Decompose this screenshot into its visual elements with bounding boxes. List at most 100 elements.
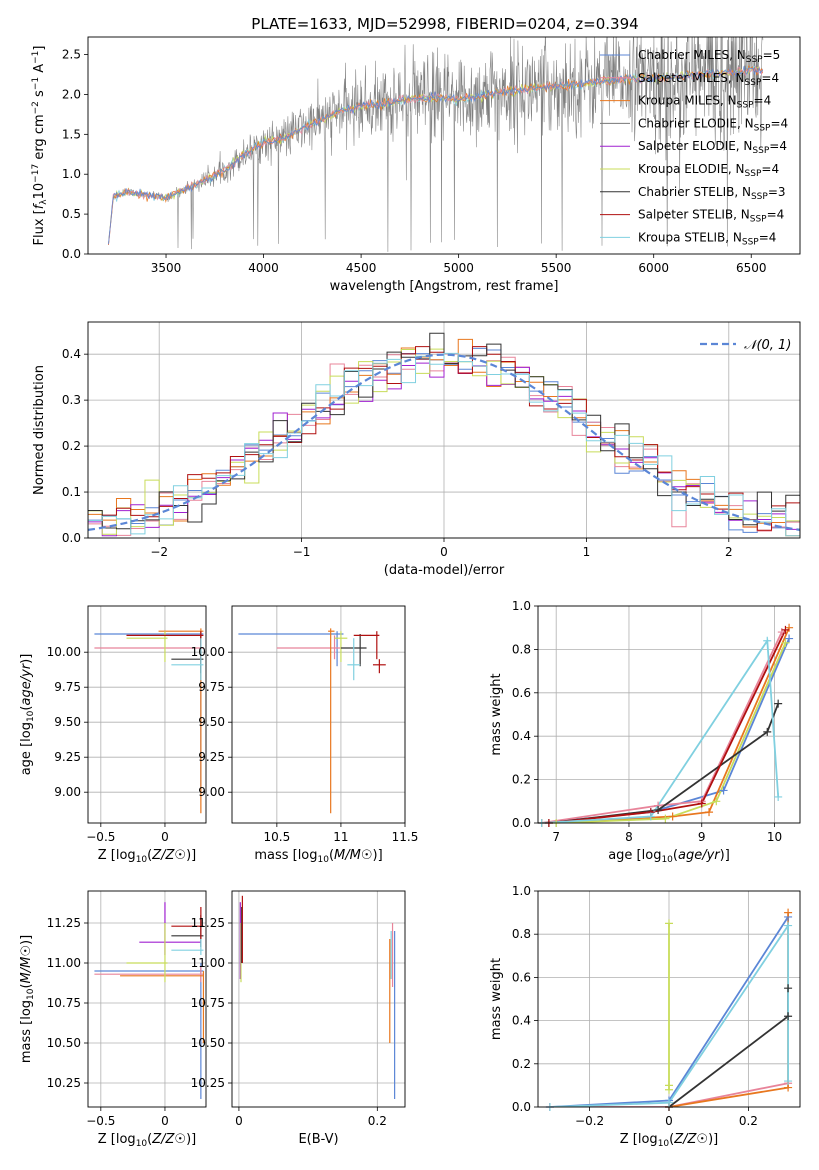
massweight-marker — [784, 1077, 793, 1086]
legend-label-part: =4 — [770, 116, 788, 130]
mass_vs_ebv-xtick-label: 0 — [235, 1114, 243, 1128]
age_vs_Z-xtick-label: 0 — [161, 830, 169, 844]
spectrum-ytick-label: 0.5 — [62, 207, 81, 221]
label-part: f — [32, 202, 47, 209]
legend-label-part: SSP — [754, 123, 771, 133]
label-part: Flux [ — [32, 209, 47, 245]
label-part: )] — [186, 1132, 196, 1147]
age_vs_Z-ylabel: age [log10(age/yr)] — [19, 654, 36, 776]
mass_vs_ebv-plot-area — [239, 895, 396, 1099]
massweight-line — [556, 642, 787, 823]
massweight_vs_age-ytick-label: 0.8 — [512, 642, 531, 656]
label-part: s — [32, 90, 47, 101]
massweight_vs_age-xlabel: age [log10(age/yr)] — [608, 848, 730, 865]
residuals-ytick-label: 0.2 — [62, 439, 81, 453]
legend-label-part: Kroupa MILES, N — [638, 94, 737, 108]
label-part: Z [log — [98, 848, 136, 863]
label-part: −2 — [31, 101, 41, 114]
label-part: λ — [39, 199, 49, 205]
age_vs_mass-xlabel: mass [log10(M/M☉)] — [254, 848, 382, 865]
massweight_vs_Z-ytick-label: 0.0 — [512, 1100, 531, 1114]
massweight_vs_Z-xlabel: Z [log10(Z/Z☉)] — [620, 1132, 718, 1149]
massweight-marker — [784, 984, 793, 993]
massweight_vs_Z-plot-area — [549, 912, 789, 1107]
age_vs_Z-xtick-label: −0.5 — [86, 830, 115, 844]
label-part: ( — [147, 1132, 152, 1147]
massweight_vs_age-xtick-label: 9 — [698, 830, 706, 844]
mass_vs_Z-frame — [87, 890, 207, 1108]
legend-label-part: Kroupa STELIB, N — [638, 230, 742, 244]
massweight_vs_Z-axes: −0.2 0 0.2 0.0 0.2 0.4 0.6 0.8 1.0 mass weight Z [… — [489, 884, 801, 1149]
legend-label-part: SSP — [745, 169, 762, 179]
mass_vs_Z-ylabel: mass [log10(M/M☉)] — [19, 935, 36, 1063]
massweight_vs_Z-ylabel: mass weight — [489, 958, 504, 1040]
label-part: ] — [32, 46, 47, 51]
label-part: mass [log — [254, 848, 317, 863]
massweight_vs_Z-xtick-label: −0.2 — [575, 1114, 604, 1128]
spectrum-frame — [87, 36, 801, 255]
massweight_vs_age-ytick-label: 0.0 — [512, 816, 531, 830]
mass_vs_ebv-xtick-label: 0.2 — [368, 1114, 387, 1128]
spectrum-ytick-label: 2.5 — [62, 48, 81, 62]
massweight-line — [549, 1082, 789, 1107]
legend-label: Chabrier MILES, NSSP=5 — [638, 48, 780, 65]
massweight-marker — [665, 1081, 673, 1090]
label-part: M/M☉ — [19, 945, 34, 983]
massweight_vs_age-ytick-label: 0.6 — [512, 686, 531, 700]
spectrum-ylabel: Flux [fλ10−17 erg cm−2 s−1 A−1] — [31, 46, 49, 246]
legend-label: Kroupa MILES, NSSP=4 — [638, 94, 771, 111]
residuals-xlabel: (data-model)/error — [384, 563, 505, 578]
massweight_vs_age-ytick-label: 1.0 — [512, 599, 531, 613]
residuals-ytick-label: 0.4 — [62, 347, 81, 361]
legend-label-part: =4 — [761, 71, 779, 85]
label-part: ( — [147, 848, 152, 863]
mass_vs_Z-xtick-label: 0 — [161, 1114, 169, 1128]
legend-label-part: Kroupa ELODIE, N — [638, 162, 745, 176]
massweight_vs_age-ytick-label: 0.2 — [512, 773, 531, 787]
legend-label-part: SSP — [746, 55, 763, 65]
massweight_vs_Z-xtick-label: 0.2 — [739, 1114, 758, 1128]
legend-label: Kroupa STELIB, NSSP=4 — [638, 230, 776, 247]
legend-label-part: SSP — [751, 192, 768, 202]
spectrum-xtick-label: 5500 — [541, 261, 572, 275]
residuals-xtick-label: 2 — [725, 545, 733, 559]
massweight-marker — [784, 1012, 793, 1021]
spectrum-ytick-label: 2.0 — [62, 87, 81, 101]
legend-label: 𝒩(0, 1) — [744, 338, 791, 353]
legend-label-part: SSP — [742, 237, 759, 247]
massweight-line — [541, 637, 780, 823]
massweight-marker — [774, 792, 783, 801]
label-part: −17 — [31, 164, 41, 183]
legend-label-part: Salpeter MILES, N — [638, 71, 745, 85]
age_vs_mass-axes: 10.5 11 11.5 9.00 9.25 9.50 9.75 10.00 mass [log… — [191, 605, 418, 865]
massweight-marker — [712, 797, 721, 806]
label-part: erg cm — [32, 114, 47, 163]
massweight_vs_age-ylabel: mass weight — [489, 673, 504, 755]
legend-label-part: =4 — [769, 139, 787, 153]
massweight-line — [548, 629, 787, 823]
label-part: 10 — [32, 183, 47, 200]
plots: 3500 4000 4500 5000 5500 6000 6500 0.0 0.5 1.0 1.5… — [19, 36, 801, 1149]
massweight_vs_Z-ytick-label: 1.0 — [512, 884, 531, 898]
mass_vs_Z-xtick-label: −0.5 — [86, 1114, 115, 1128]
label-part: 10 — [658, 1139, 670, 1149]
spectrum-plot-area — [108, 37, 764, 252]
legend-label: Salpeter ELODIE, NSSP=4 — [638, 139, 787, 156]
massweight-marker — [705, 808, 714, 817]
residuals-xtick-label: −2 — [150, 545, 168, 559]
massweight-marker — [785, 634, 794, 643]
legend-label: Chabrier STELIB, NSSP=3 — [638, 185, 786, 202]
legend-label-part: SSP — [745, 78, 762, 88]
legend-label: Kroupa ELODIE, NSSP=4 — [638, 162, 779, 179]
label-part: age/yr — [19, 662, 34, 705]
residuals-ytick-label: 0.1 — [62, 485, 81, 499]
label-part: 10 — [26, 710, 36, 722]
label-part: Z/Z☉ — [151, 848, 186, 863]
massweight_vs_Z-ytick-label: 0.2 — [512, 1057, 531, 1071]
label-part: −1 — [31, 77, 41, 90]
massweight_vs_Z-ytick-label: 0.8 — [512, 927, 531, 941]
massweight_vs_age-plot-area — [541, 627, 790, 823]
label-part: )] — [19, 654, 34, 664]
massweight-marker — [763, 636, 772, 645]
spectrum-xtick-label: 6500 — [736, 261, 767, 275]
